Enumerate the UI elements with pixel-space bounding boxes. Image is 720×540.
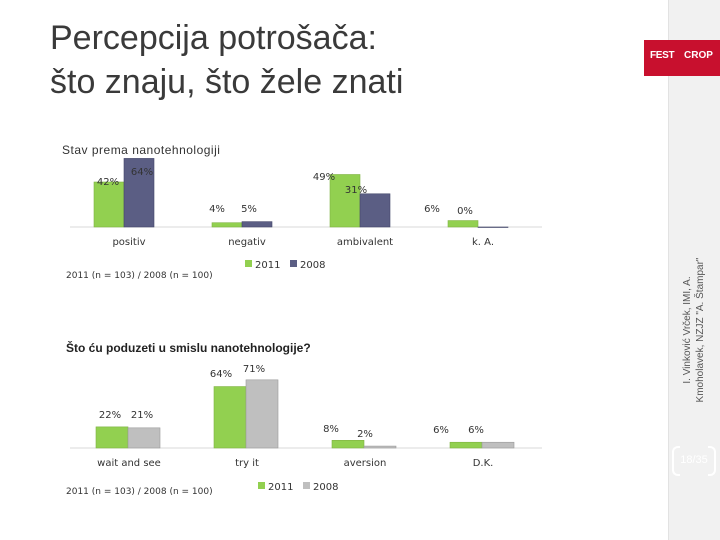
chart-1-data-label-2008-2: 31% xyxy=(345,185,367,196)
chart-1-legend-label-2011: 2011 xyxy=(255,260,280,271)
chart-2-bar-2008-2 xyxy=(363,445,397,449)
chart-2-bar-2011-0 xyxy=(95,426,129,449)
page-number: 18/35 xyxy=(680,454,708,466)
chart-2-bar-2011-1 xyxy=(213,386,247,449)
logo-text-left: FEST xyxy=(650,50,675,61)
slide-title: Percepcija potrošača: što znaju, što žel… xyxy=(50,16,403,104)
chart-2-category-2: aversion xyxy=(344,458,387,469)
chart-1-bar-2011-3 xyxy=(447,220,479,228)
chart-2-data-label-2011-1: 64% xyxy=(210,369,232,380)
chart-2-data-label-2008-3: 6% xyxy=(468,425,484,436)
chart-1-bar-2008-2 xyxy=(359,193,391,228)
slide-title-line-2: što znaju, što žele znati xyxy=(50,63,404,101)
chart-1-legend-swatch-2008 xyxy=(290,260,297,267)
chart-2-data-label-2008-0: 21% xyxy=(131,410,153,421)
chart-1-data-label-2008-3: 0% xyxy=(457,206,473,217)
chart-1-data-label-2011-2: 49% xyxy=(313,172,335,183)
chart-2-category-3: D.K. xyxy=(473,458,494,469)
chart-1-bar-2008-1 xyxy=(241,221,273,228)
chart-1-data-label-2011-0: 42% xyxy=(97,177,119,188)
chart-2-legend-label-2011: 2011 xyxy=(268,482,293,493)
chart-2-data-label-2011-3: 6% xyxy=(433,425,449,436)
chart-1-legend-label-2008: 2008 xyxy=(300,260,325,271)
page-bracket-left xyxy=(672,446,680,476)
chart-1-bar-2008-0 xyxy=(123,158,155,228)
chart-2-category-0: wait and see xyxy=(97,458,161,469)
chart-1-category-3: k. A. xyxy=(472,237,494,248)
chart-1-bar-2008-3 xyxy=(477,226,509,228)
chart-2-legend-swatch-2008 xyxy=(303,482,310,489)
chart-2-bar-2011-2 xyxy=(331,440,365,449)
chart-2-bar-2008-3 xyxy=(481,441,515,449)
chart-2-bar-2008-0 xyxy=(127,427,161,449)
chart-2-bar-2011-3 xyxy=(449,441,483,449)
chart-2-data-label-2008-2: 2% xyxy=(357,429,373,440)
page-indicator: 18/35 xyxy=(672,446,716,476)
chart-1-category-2: ambivalent xyxy=(337,237,393,248)
chart-1-sample-note: 2011 (n = 103) / 2008 (n = 100) xyxy=(66,271,213,281)
page-bracket-right xyxy=(708,446,716,476)
chart-1-data-label-2011-3: 6% xyxy=(424,204,440,215)
chart-2-legend-label-2008: 2008 xyxy=(313,482,338,493)
chart-1-legend-swatch-2011 xyxy=(245,260,252,267)
chart-2-legend-swatch-2011 xyxy=(258,482,265,489)
fest-a-crop-logo: FEST CROP xyxy=(644,40,720,76)
chart-2-bar-2008-1 xyxy=(245,379,279,449)
chart-1-category-1: negativ xyxy=(228,237,266,248)
chart-2-data-label-2011-2: 8% xyxy=(323,424,339,435)
chart-1-data-label-2008-1: 5% xyxy=(241,204,257,215)
logo-text-right: CROP xyxy=(684,50,713,61)
chart-2-data-label-2011-0: 22% xyxy=(99,410,121,421)
chart-1-bar-2011-2 xyxy=(329,174,361,228)
chart-2-sample-note: 2011 (n = 103) / 2008 (n = 100) xyxy=(66,487,213,497)
chart-1-data-label-2008-0: 64% xyxy=(131,167,153,178)
chart-2-category-1: try it xyxy=(235,458,259,469)
chart-2-title: Što ću poduzeti u smislu nanotehnologije… xyxy=(66,341,311,355)
chart-2-data-label-2008-1: 71% xyxy=(243,364,265,375)
slide-title-line-1: Percepcija potrošača: xyxy=(50,19,377,57)
chart-1-data-label-2011-1: 4% xyxy=(209,204,225,215)
chart-1-title: Stav prema nanotehnologiji xyxy=(62,143,221,157)
chart-1-category-0: positiv xyxy=(112,237,145,248)
